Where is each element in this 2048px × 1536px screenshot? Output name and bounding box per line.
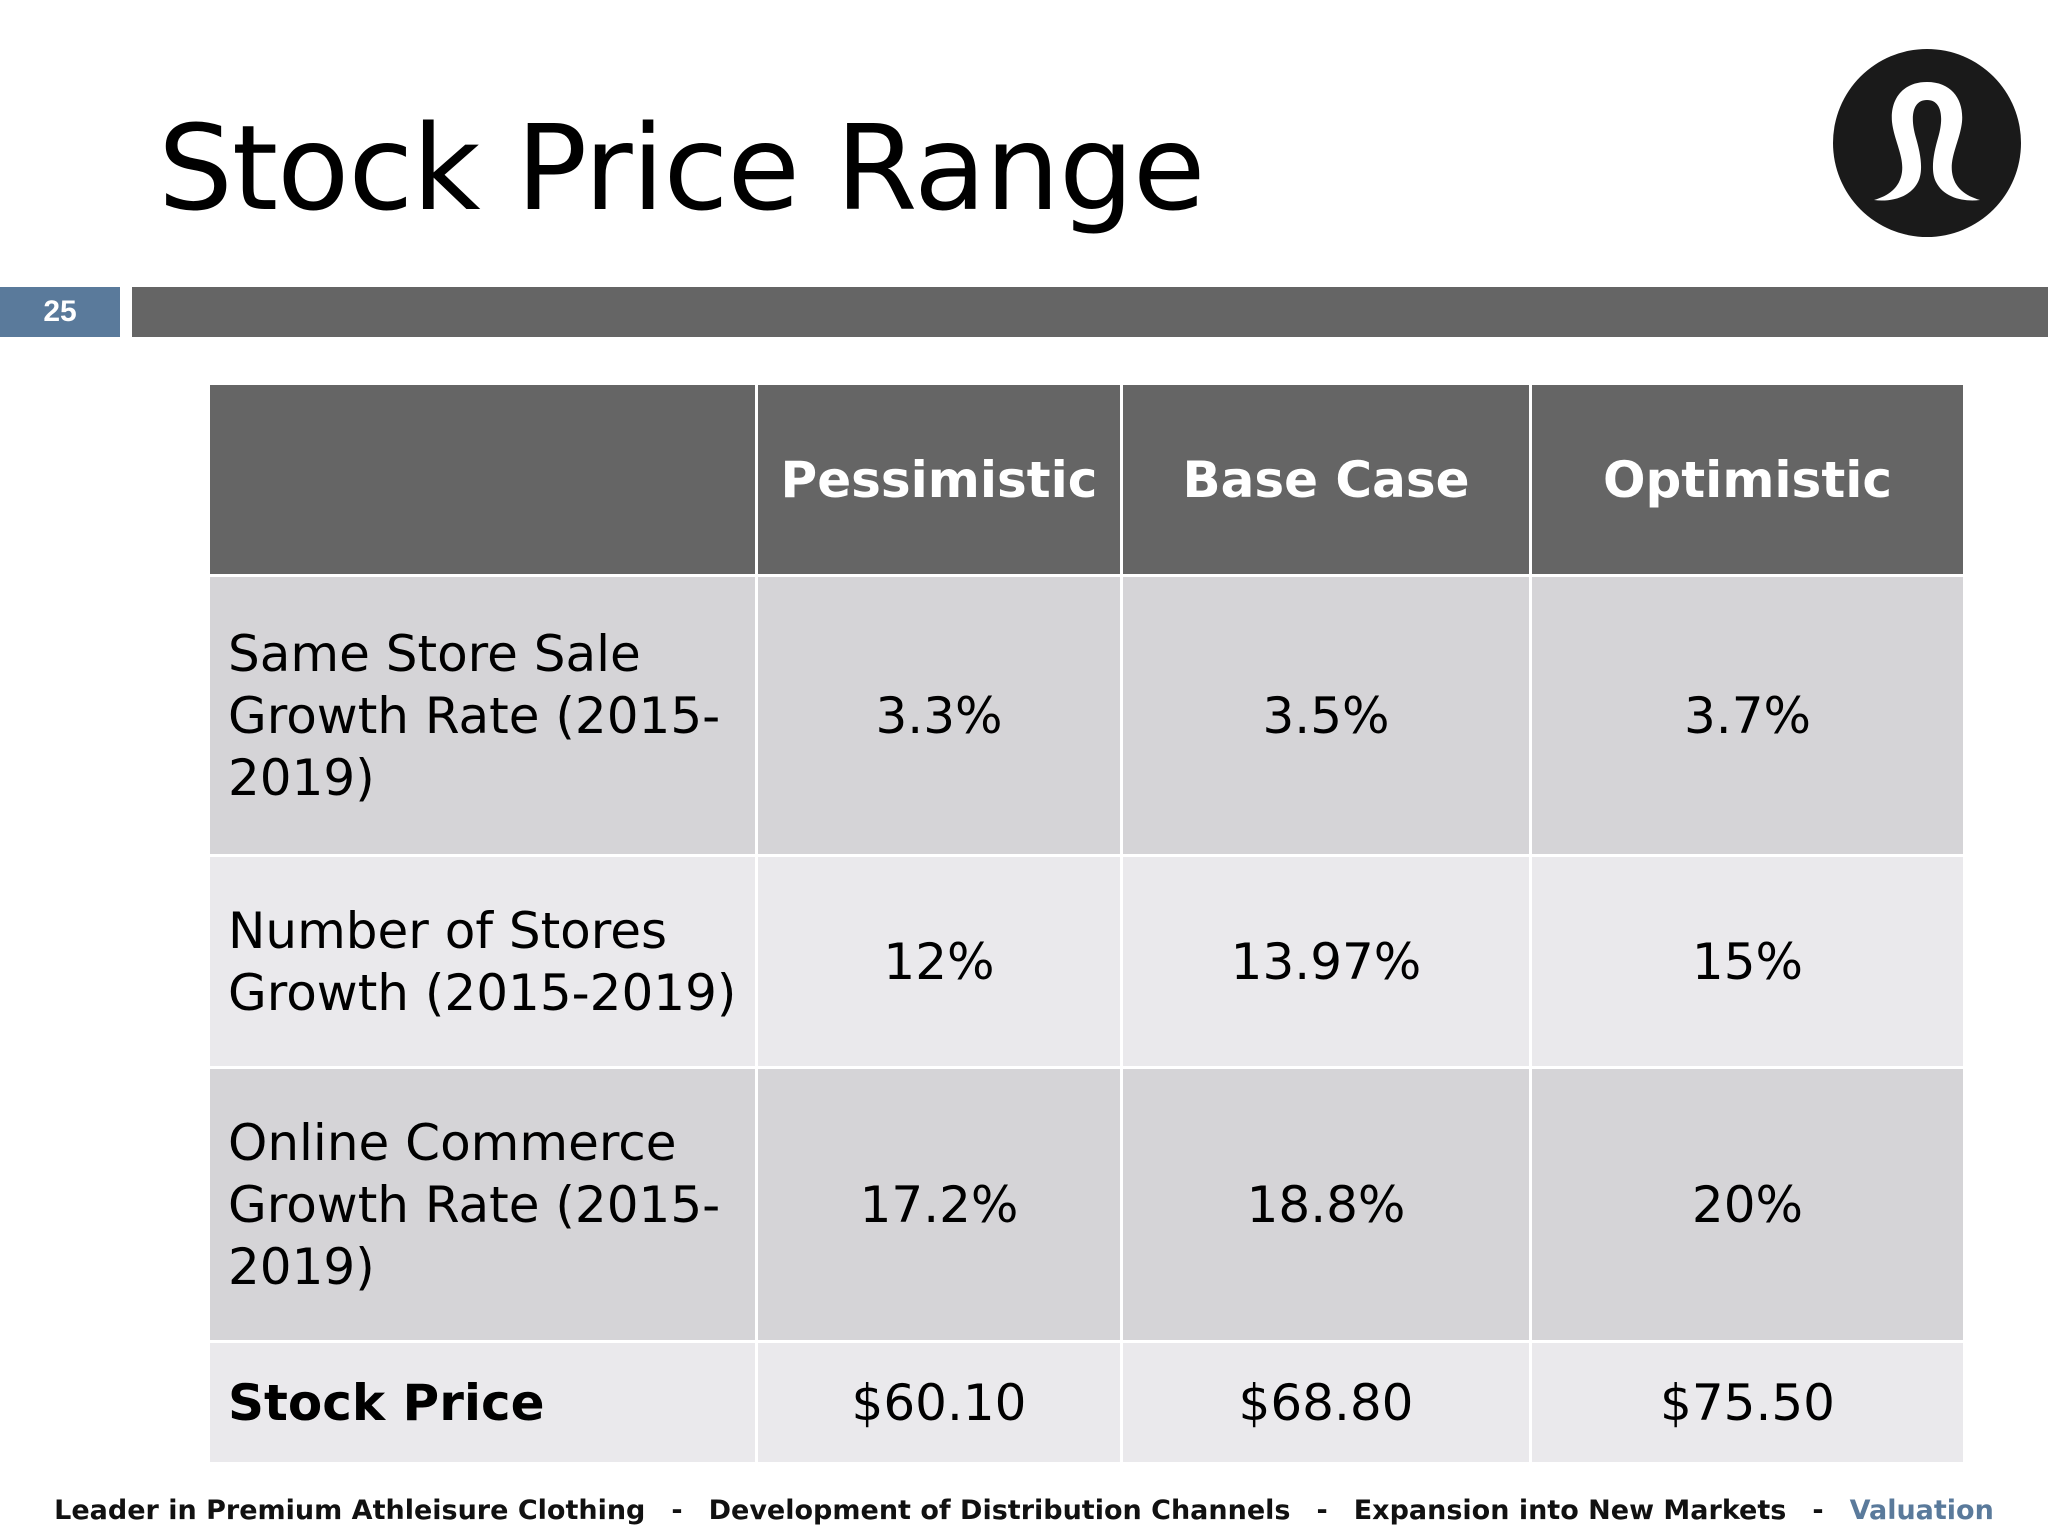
header-pessimistic: Pessimistic (755, 382, 1123, 577)
footer-separator: - (1812, 1494, 1824, 1526)
header-base-case: Base Case (1120, 382, 1532, 577)
cell-optimistic: 15% (1529, 854, 1966, 1069)
cell-optimistic: 20% (1529, 1066, 1966, 1343)
header-empty (207, 382, 758, 577)
footer-item[interactable]: Development of Distribution Channels (708, 1494, 1291, 1526)
table-header-row: Pessimistic Base Case Optimistic (207, 382, 1966, 577)
cell-optimistic: 3.7% (1529, 574, 1966, 857)
table-row: Stock Price $60.10 $68.80 $75.50 (207, 1340, 1966, 1465)
footer-separator: - (1316, 1494, 1328, 1526)
row-label: Same Store Sale Growth Rate (2015-2019) (207, 574, 758, 857)
row-label: Online Commerce Growth Rate (2015-2019) (207, 1066, 758, 1343)
footer-nav: Leader in Premium Athleisure Clothing - … (0, 1490, 2048, 1530)
table-row: Number of Stores Growth (2015-2019) 12% … (207, 854, 1966, 1069)
cell-base-case: 13.97% (1120, 854, 1532, 1069)
table-row: Online Commerce Growth Rate (2015-2019) … (207, 1066, 1966, 1343)
slide-number: 25 (0, 287, 120, 337)
slide-title: Stock Price Range (158, 99, 1205, 237)
cell-pessimistic: 17.2% (755, 1066, 1123, 1343)
cell-optimistic: $75.50 (1529, 1340, 1966, 1465)
title-divider-bar (132, 287, 2048, 337)
cell-pessimistic: $60.10 (755, 1340, 1123, 1465)
footer-item[interactable]: Leader in Premium Athleisure Clothing (54, 1494, 646, 1526)
row-label: Stock Price (207, 1340, 758, 1465)
footer-separator: - (671, 1494, 683, 1526)
cell-pessimistic: 12% (755, 854, 1123, 1069)
lululemon-logo-icon (1832, 48, 2022, 238)
row-label: Number of Stores Growth (2015-2019) (207, 854, 758, 1069)
cell-base-case: 3.5% (1120, 574, 1532, 857)
header-optimistic: Optimistic (1529, 382, 1966, 577)
scenario-table: Pessimistic Base Case Optimistic Same St… (207, 382, 1966, 1465)
cell-base-case: 18.8% (1120, 1066, 1532, 1343)
footer-item-active[interactable]: Valuation (1849, 1494, 1994, 1526)
table-row: Same Store Sale Growth Rate (2015-2019) … (207, 574, 1966, 857)
footer-item[interactable]: Expansion into New Markets (1353, 1494, 1787, 1526)
cell-base-case: $68.80 (1120, 1340, 1532, 1465)
cell-pessimistic: 3.3% (755, 574, 1123, 857)
